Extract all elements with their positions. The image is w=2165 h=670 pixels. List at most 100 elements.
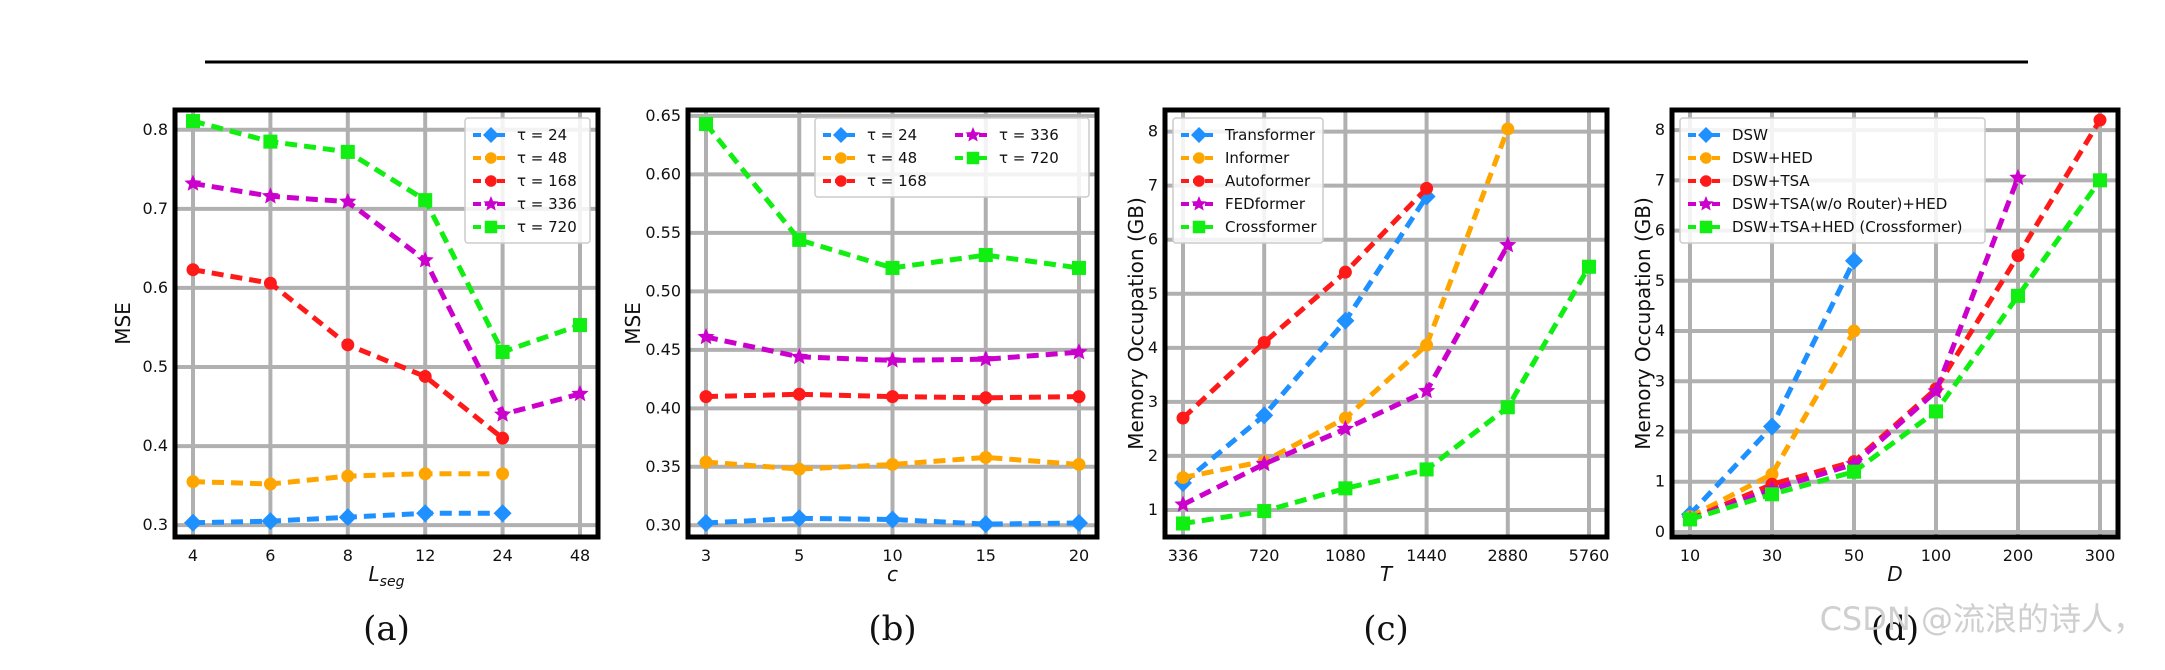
x-tick-label: 48	[570, 546, 590, 565]
y-tick-label: 7	[1148, 176, 1158, 195]
legend-marker	[1700, 175, 1712, 187]
data-point	[1174, 495, 1192, 512]
y-axis-label: Memory Occupation (GB)	[1631, 197, 1655, 450]
data-point	[1845, 251, 1863, 270]
legend-box	[464, 117, 591, 244]
data-point	[1336, 419, 1354, 437]
series-2	[186, 467, 510, 491]
data-point	[261, 187, 279, 204]
data-point	[886, 457, 899, 471]
series-1	[697, 509, 1088, 534]
legend-label: Informer	[1225, 149, 1290, 167]
legend-label: τ = 24	[867, 126, 917, 144]
data-point	[1846, 464, 1862, 479]
x-tick-label: 12	[415, 546, 435, 565]
data-point	[1420, 181, 1434, 195]
y-tick-label: 0.35	[645, 457, 681, 476]
legend-marker	[485, 175, 497, 187]
data-point	[979, 391, 993, 405]
y-tick-label: 0.7	[143, 199, 168, 218]
series-5	[1682, 173, 2108, 527]
data-point	[1500, 400, 1515, 415]
data-point	[2011, 249, 2025, 263]
data-point	[2010, 288, 2026, 303]
data-point	[418, 369, 432, 383]
data-point	[1928, 404, 1944, 419]
data-point	[699, 390, 713, 404]
data-point	[1336, 311, 1355, 330]
legend-marker	[1698, 127, 1714, 143]
x-tick-label: 1440	[1406, 546, 1447, 565]
data-point	[1071, 260, 1087, 275]
y-tick-label: 1	[1148, 500, 1158, 519]
series-line	[705, 515, 1080, 527]
x-tick-label: 1080	[1325, 546, 1366, 565]
data-point	[572, 318, 588, 333]
data-point	[699, 455, 713, 469]
series-line	[704, 122, 1080, 271]
data-point	[186, 263, 200, 277]
series-4	[697, 328, 1088, 368]
data-point	[883, 510, 902, 529]
data-point	[790, 509, 809, 528]
data-point	[1420, 338, 1434, 352]
legend-label: Transformer	[1224, 126, 1316, 144]
legend-box	[1679, 117, 1986, 244]
legend-item: τ = 24	[823, 126, 917, 144]
watermark: CSDN @流浪的诗人，	[1820, 600, 2145, 638]
axes-frame	[685, 107, 1100, 540]
x-tick-label: 30	[1762, 546, 1782, 565]
legend: Transformer Informer Autoformer FEDformer Cr…	[1172, 117, 1324, 244]
data-point	[1419, 462, 1434, 477]
data-point	[1255, 455, 1273, 472]
series-3	[1176, 181, 1434, 425]
legend-item: Autoformer	[1181, 172, 1311, 190]
axes-frame	[1162, 107, 1610, 540]
data-point	[571, 384, 589, 402]
series-line	[705, 454, 1080, 472]
chart-panel-2: 3 5 10 15 20 0.30 0.35 0.40 0.45 0.50 0.55 0.60 0.65…	[621, 106, 1100, 649]
data-point	[1764, 487, 1780, 502]
data-point	[2092, 173, 2108, 188]
axes-frame	[172, 107, 601, 540]
y-axis-label: MSE	[111, 302, 135, 345]
data-point	[263, 477, 277, 491]
data-point	[1499, 236, 1517, 253]
legend-item: Crossformer	[1181, 218, 1317, 236]
x-tick-label: 10	[1680, 546, 1700, 565]
data-point	[2009, 168, 2027, 186]
data-point	[1763, 417, 1781, 436]
data-point	[1847, 324, 1861, 338]
x-tick-label: 300	[2085, 546, 2116, 565]
y-tick-label: 3	[1148, 392, 1158, 411]
legend-label: DSW+TSA(w/o Router)+HED	[1732, 195, 1947, 213]
y-tick-label: 0.5	[143, 357, 168, 376]
y-tick-label: 0.4	[143, 436, 168, 455]
axes-frame	[1669, 107, 2121, 540]
data-point	[979, 450, 993, 464]
x-tick-label: 15	[976, 546, 996, 565]
y-tick-label: 0.30	[645, 515, 681, 534]
x-tick-label: 5760	[1569, 546, 1610, 565]
data-point	[1257, 504, 1272, 519]
legend-marker	[1700, 152, 1712, 164]
legend-label: DSW+TSA	[1732, 172, 1810, 190]
legend-label: τ = 48	[517, 149, 567, 167]
legend: DSW DSW+HED DSW+TSA DSW+TSA(w/o Router)+HED…	[1679, 117, 1986, 244]
data-point	[792, 232, 807, 247]
data-point	[340, 144, 355, 159]
data-point	[184, 174, 202, 191]
data-point	[790, 347, 808, 365]
legend-item: DSW+TSA(w/o Router)+HED	[1688, 195, 1947, 213]
data-point	[1176, 471, 1190, 485]
data-point	[416, 251, 434, 268]
data-point	[341, 338, 355, 352]
series-3	[699, 387, 1086, 405]
y-tick-label: 6	[1655, 221, 1665, 240]
data-point	[885, 260, 900, 275]
y-tick-label: 4	[1148, 338, 1158, 357]
legend-marker	[483, 196, 499, 211]
panel-label: (c)	[1363, 609, 1409, 649]
legend-marker	[1193, 152, 1205, 164]
